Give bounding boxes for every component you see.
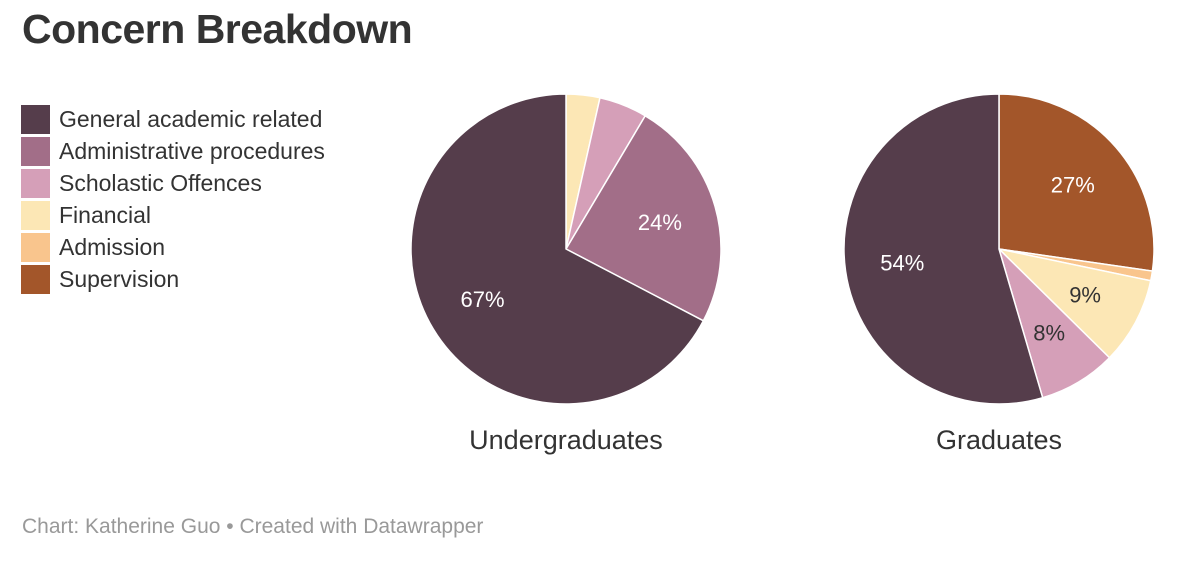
legend-swatch — [21, 232, 50, 262]
legend-label: General academic related — [59, 105, 323, 132]
pie-chart-0: 24% 67% Undergraduates — [410, 93, 722, 455]
pie-slice-label: 54% — [880, 250, 924, 275]
legend-label: Financial — [59, 201, 152, 228]
legend-item: Administrative procedures — [21, 135, 325, 167]
pie-slice-label: 27% — [1051, 173, 1095, 198]
pie-chart-1: 27% 9%8% 54% Graduates — [843, 93, 1155, 455]
legend-item: General academic related — [21, 103, 325, 135]
legend-swatch — [21, 200, 50, 230]
pie-slice-label: 9% — [1069, 283, 1101, 308]
legend-swatch — [21, 136, 50, 166]
chart-title: Concern Breakdown — [22, 6, 413, 52]
legend-label: Supervision — [59, 265, 180, 292]
legend-item: Scholastic Offences — [21, 167, 325, 199]
pie-slice — [843, 93, 1044, 405]
legend-item: Supervision — [21, 263, 325, 295]
legend-label: Scholastic Offences — [59, 169, 262, 196]
pie-slice — [998, 248, 1152, 359]
pie-charts: 24% 67% Undergraduates 27% 9%8% 54% Graduates — [410, 93, 1155, 455]
legend-label: Admission — [59, 233, 166, 260]
legend-item: Admission — [21, 231, 325, 263]
legend-item: Financial — [21, 199, 325, 231]
chart-credit: Chart: Katherine Guo • Created with Data… — [22, 515, 484, 538]
pie-slice — [565, 115, 722, 322]
pie-slice — [410, 93, 705, 405]
pie-slice-label: 8% — [1033, 320, 1065, 345]
pie-slice — [998, 93, 1155, 272]
pie-title: Graduates — [936, 425, 1062, 455]
legend-swatch — [21, 168, 50, 198]
pie-slice-label: 24% — [638, 210, 682, 235]
pie-title: Undergraduates — [469, 425, 663, 455]
legend-label: Administrative procedures — [59, 137, 325, 164]
legend: General academic related Administrative p… — [21, 103, 325, 295]
legend-swatch — [21, 104, 50, 134]
legend-swatch — [21, 264, 50, 294]
pie-slice-label: 67% — [460, 287, 504, 312]
